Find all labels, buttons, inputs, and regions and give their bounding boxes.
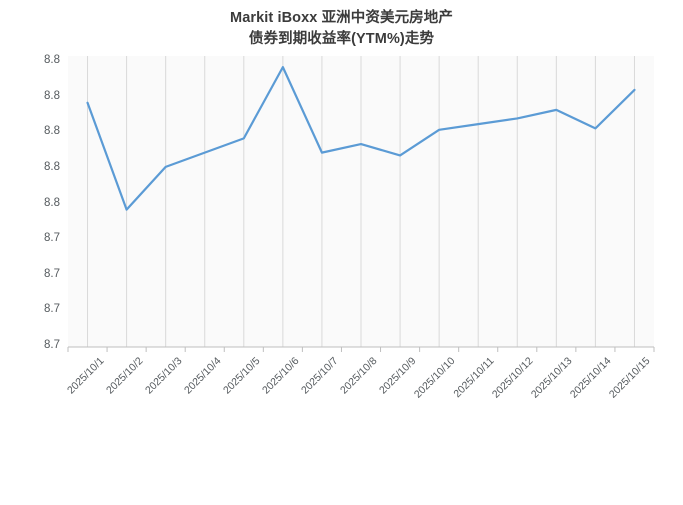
- ytm-series-line: [86, 66, 636, 211]
- chart-title-line-1: Markit iBoxx 亚洲中资美元房地产: [230, 10, 453, 26]
- y-axis-tick-label: 8.7: [44, 339, 60, 351]
- chart-container: Markit iBoxx 亚洲中资美元房地产 债券到期收益率(YTM%)走势 8.…: [0, 8, 683, 401]
- chart-title-line-2: 债券到期收益率(YTM%)走势: [248, 31, 435, 47]
- y-axis-tick-label: 8.8: [44, 54, 60, 66]
- plot-area: [67, 56, 655, 352]
- chart-title: Markit iBoxx 亚洲中资美元房地产 债券到期收益率(YTM%)走势: [0, 8, 683, 50]
- y-axis-tick-label: 8.8: [44, 125, 60, 138]
- y-axis-tick-label: 8.8: [44, 160, 60, 173]
- y-axis-tick-label: 8.7: [44, 232, 60, 245]
- y-axis-tick-label: 8.8: [44, 89, 60, 102]
- x-axis-tick-marks: [67, 347, 655, 352]
- y-axis-tick-label: 8.7: [44, 303, 60, 316]
- vertical-gridlines: [87, 56, 635, 347]
- y-axis-tick-label: 8.8: [44, 196, 60, 209]
- y-axis-tick-label: 8.7: [44, 267, 60, 280]
